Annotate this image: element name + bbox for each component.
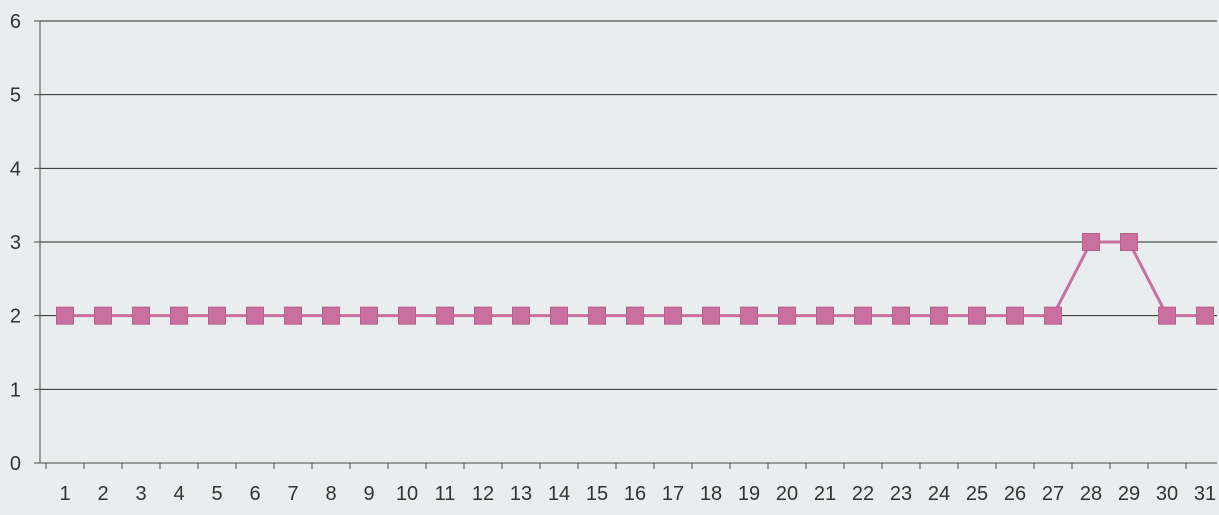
x-tick-label: 3 [135, 483, 146, 505]
x-tick-label: 24 [928, 483, 950, 505]
x-tick-label: 26 [1004, 483, 1026, 505]
data-point-marker [1120, 233, 1138, 251]
data-point-marker [892, 306, 910, 325]
x-tick-label: 1 [59, 483, 70, 505]
data-point-marker [778, 306, 796, 325]
y-tick-label: 1 [10, 379, 21, 401]
data-point-marker [322, 306, 340, 325]
x-tick-label: 20 [776, 483, 798, 505]
x-tick-label: 29 [1118, 483, 1140, 505]
data-point-marker [702, 306, 720, 325]
gridlines [40, 20, 1217, 390]
x-tick-label: 11 [435, 483, 456, 505]
x-tick-label: 30 [1156, 483, 1178, 505]
data-point-marker [854, 306, 872, 325]
data-point-marker [1006, 306, 1024, 325]
x-tick-label: 8 [325, 483, 336, 505]
data-point-marker [474, 306, 492, 325]
data-point-marker [512, 306, 530, 325]
data-point-marker [588, 306, 606, 325]
y-tick-label: 0 [10, 453, 21, 475]
data-point-marker [664, 306, 682, 325]
data-point-marker [284, 306, 302, 325]
x-tick-label: 28 [1080, 483, 1102, 505]
data-point-marker [94, 306, 112, 325]
x-tick-label: 5 [211, 483, 222, 505]
x-tick-label: 12 [472, 483, 494, 505]
x-axis-tick-labels: 1 2 3 4 5 6 7 8 9 10 11 12 13 14 15 16 17 18 19 20 21 22 23 24 2… [59, 483, 1216, 505]
x-tick-label: 2 [97, 483, 108, 505]
x-tick-label: 23 [890, 483, 912, 505]
x-tick-label: 21 [814, 483, 836, 505]
data-point-marker [1044, 306, 1062, 325]
x-tick-label: 18 [700, 483, 722, 505]
x-tick-label: 9 [363, 483, 374, 505]
data-point-marker [1158, 306, 1176, 325]
x-tick-label: 10 [396, 483, 418, 505]
x-tick-label: 14 [548, 483, 570, 505]
y-tick-label: 5 [10, 85, 21, 107]
data-point-marker [1196, 306, 1214, 325]
data-point-marker [246, 306, 264, 325]
data-point-marker [436, 306, 454, 325]
x-tick-label: 19 [738, 483, 760, 505]
x-tick-label: 17 [662, 483, 684, 505]
data-point-marker [170, 306, 188, 325]
y-tick-label: 2 [10, 306, 21, 328]
x-tick-label: 16 [624, 483, 646, 505]
x-tick-label: 15 [586, 483, 608, 505]
data-point-marker [1082, 233, 1100, 251]
y-tick-label: 4 [10, 158, 21, 180]
data-point-marker [550, 306, 568, 325]
data-point-marker [208, 306, 226, 325]
y-axis-tick-labels: 0 1 2 3 4 5 6 [10, 11, 21, 475]
data-point-marker [930, 306, 948, 325]
x-tick-label: 6 [249, 483, 260, 505]
x-tick-label: 25 [966, 483, 988, 505]
axes [34, 20, 1217, 469]
data-point-marker [132, 306, 150, 325]
series-line [65, 240, 1205, 318]
series-group [56, 233, 1214, 325]
x-tick-label: 4 [173, 483, 184, 505]
y-tick-label: 3 [10, 232, 21, 254]
x-tick-label: 27 [1042, 483, 1064, 505]
x-tick-label: 22 [852, 483, 874, 505]
x-tick-label: 13 [510, 483, 532, 505]
data-point-marker [56, 306, 74, 325]
data-point-marker [398, 306, 416, 325]
x-tick-label: 7 [287, 483, 298, 505]
data-point-marker [816, 306, 834, 325]
data-point-marker [626, 306, 644, 325]
data-point-marker [968, 306, 986, 325]
y-tick-label: 6 [10, 11, 21, 33]
data-point-marker [360, 306, 378, 325]
x-tick-label: 31 [1194, 483, 1216, 505]
data-point-marker [740, 306, 758, 325]
